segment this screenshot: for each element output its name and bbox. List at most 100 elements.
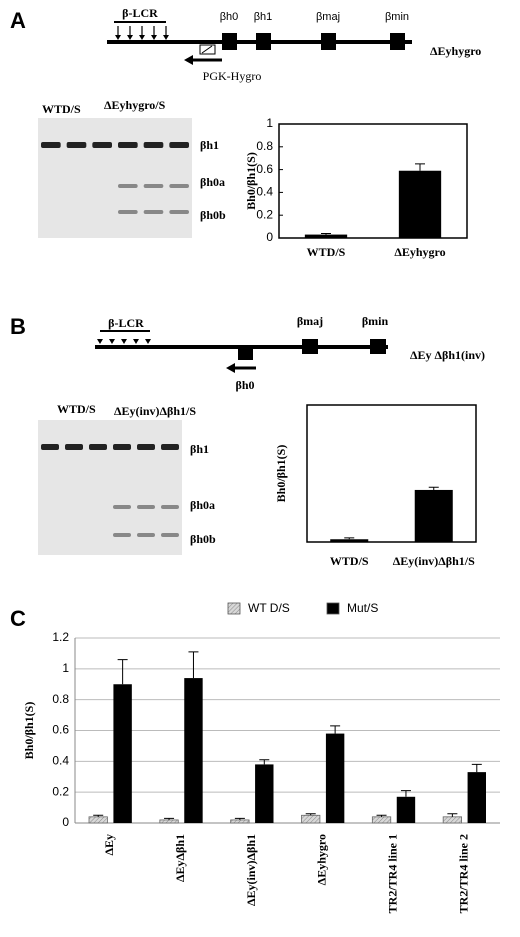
error-bar bbox=[428, 486, 439, 490]
gel-band bbox=[66, 142, 87, 148]
gel-band bbox=[137, 444, 155, 450]
y-axis-label: Bh0/βh1(S) bbox=[244, 152, 258, 210]
gel-band bbox=[92, 142, 112, 148]
y-tick-label: 0 bbox=[266, 230, 273, 244]
x-tick-label: TR2/TR4 line 1 bbox=[386, 834, 400, 913]
x-tick-label: WTD/S bbox=[307, 245, 346, 259]
x-tick-label: ΔEy(inv)Δβh1 bbox=[244, 834, 258, 906]
legend-swatch bbox=[326, 602, 340, 615]
gel-band bbox=[143, 210, 164, 214]
error-bar bbox=[305, 813, 316, 816]
band-label: βh0b bbox=[190, 532, 216, 546]
y-tick-label: 0.2 bbox=[52, 784, 69, 798]
y-tick-label: 0.8 bbox=[256, 139, 273, 153]
error-bar bbox=[321, 232, 331, 235]
bar bbox=[414, 489, 453, 542]
y-axis-label: Bh0/βh1(S) bbox=[22, 702, 36, 760]
error-bar bbox=[376, 814, 387, 817]
allele-label: ΔEy Δβh1(inv) bbox=[410, 348, 485, 362]
gel-band bbox=[118, 184, 138, 188]
gel-band bbox=[41, 444, 59, 450]
gel-band bbox=[113, 505, 131, 509]
legend-swatch bbox=[227, 602, 241, 615]
x-tick-label: ΔEyhygro bbox=[315, 834, 329, 885]
bar bbox=[398, 170, 442, 238]
gel-band bbox=[89, 444, 107, 450]
gel-band bbox=[169, 184, 189, 188]
gene-label: βmaj bbox=[316, 11, 340, 23]
lane-label: WTD/S bbox=[42, 102, 81, 116]
gel-band bbox=[118, 210, 138, 214]
error-bar bbox=[344, 537, 355, 540]
cassette-label: PGK-Hygro bbox=[203, 69, 262, 83]
panel-letter: A bbox=[10, 8, 26, 33]
gel-band bbox=[113, 533, 131, 537]
panel-letter: B bbox=[10, 314, 26, 339]
y-tick-label: 0.6 bbox=[52, 723, 69, 737]
gel-band bbox=[41, 142, 61, 148]
y-tick-label: 0.8 bbox=[52, 692, 69, 706]
y-tick-label: 1.2 bbox=[52, 630, 69, 644]
gene-label: βh0 bbox=[236, 378, 255, 392]
error-bar bbox=[447, 813, 458, 817]
gel-band bbox=[161, 444, 179, 450]
bar bbox=[396, 796, 416, 823]
error-bar bbox=[188, 651, 199, 679]
bar bbox=[113, 684, 132, 823]
error-bar bbox=[164, 817, 175, 820]
error-bar bbox=[471, 763, 482, 773]
gene-label: βmin bbox=[362, 314, 389, 328]
x-tick-label: TR2/TR4 line 2 bbox=[456, 834, 470, 913]
error-bar bbox=[330, 725, 341, 734]
y-tick-label: 1 bbox=[266, 116, 273, 130]
plot-frame bbox=[306, 404, 477, 543]
gene-diagram bbox=[95, 330, 388, 373]
error-bar bbox=[415, 163, 425, 171]
gene-label: βh1 bbox=[254, 11, 273, 23]
legend-label: Mut/S bbox=[347, 601, 378, 615]
y-tick-label: 0.4 bbox=[256, 185, 273, 199]
gene-label: βmin bbox=[385, 11, 409, 23]
region-label: β-LCR bbox=[108, 316, 144, 330]
y-tick-label: 0.2 bbox=[256, 207, 273, 221]
bar bbox=[371, 816, 392, 824]
band-label: βh1 bbox=[190, 442, 209, 456]
bar bbox=[442, 816, 462, 824]
y-tick-label: 0.6 bbox=[256, 162, 273, 176]
gene-label: βmaj bbox=[297, 314, 323, 328]
band-label: βh0a bbox=[190, 498, 215, 512]
y-axis-label: Bh0/βh1(S) bbox=[274, 445, 288, 503]
bar bbox=[230, 819, 250, 824]
x-tick-label: ΔEy bbox=[102, 834, 116, 856]
bar bbox=[304, 234, 348, 238]
error-bar bbox=[234, 817, 245, 820]
gel-band bbox=[118, 142, 138, 148]
x-tick-label: ΔEyhygro bbox=[394, 245, 445, 259]
bar bbox=[88, 816, 108, 824]
legend-label: WT D/S bbox=[248, 601, 290, 615]
bar bbox=[159, 819, 179, 824]
gene-label: βh0 bbox=[220, 11, 239, 23]
lane-label: ΔEy(inv)Δβh1/S bbox=[114, 404, 196, 418]
band-label: βh0a bbox=[200, 175, 225, 189]
bar bbox=[330, 539, 369, 542]
gel-band bbox=[169, 142, 189, 148]
bar bbox=[325, 733, 345, 823]
gel-band bbox=[65, 444, 83, 450]
gel-band bbox=[137, 505, 155, 509]
error-bar bbox=[400, 790, 411, 797]
y-tick-label: 0.4 bbox=[52, 754, 69, 768]
x-tick-label: ΔEy(inv)Δβh1/S bbox=[393, 554, 475, 568]
region-label: β-LCR bbox=[122, 6, 158, 20]
band-label: βh0b bbox=[200, 208, 226, 222]
x-tick-label: WTD/S bbox=[330, 554, 369, 568]
plot-frame bbox=[278, 123, 468, 239]
allele-label: ΔEyhygro bbox=[430, 44, 481, 58]
gene-diagram bbox=[107, 21, 412, 65]
bar bbox=[184, 678, 203, 823]
gel-band bbox=[143, 184, 164, 188]
error-bar bbox=[93, 814, 104, 817]
gel-image bbox=[38, 118, 192, 238]
error-bar bbox=[117, 659, 128, 685]
